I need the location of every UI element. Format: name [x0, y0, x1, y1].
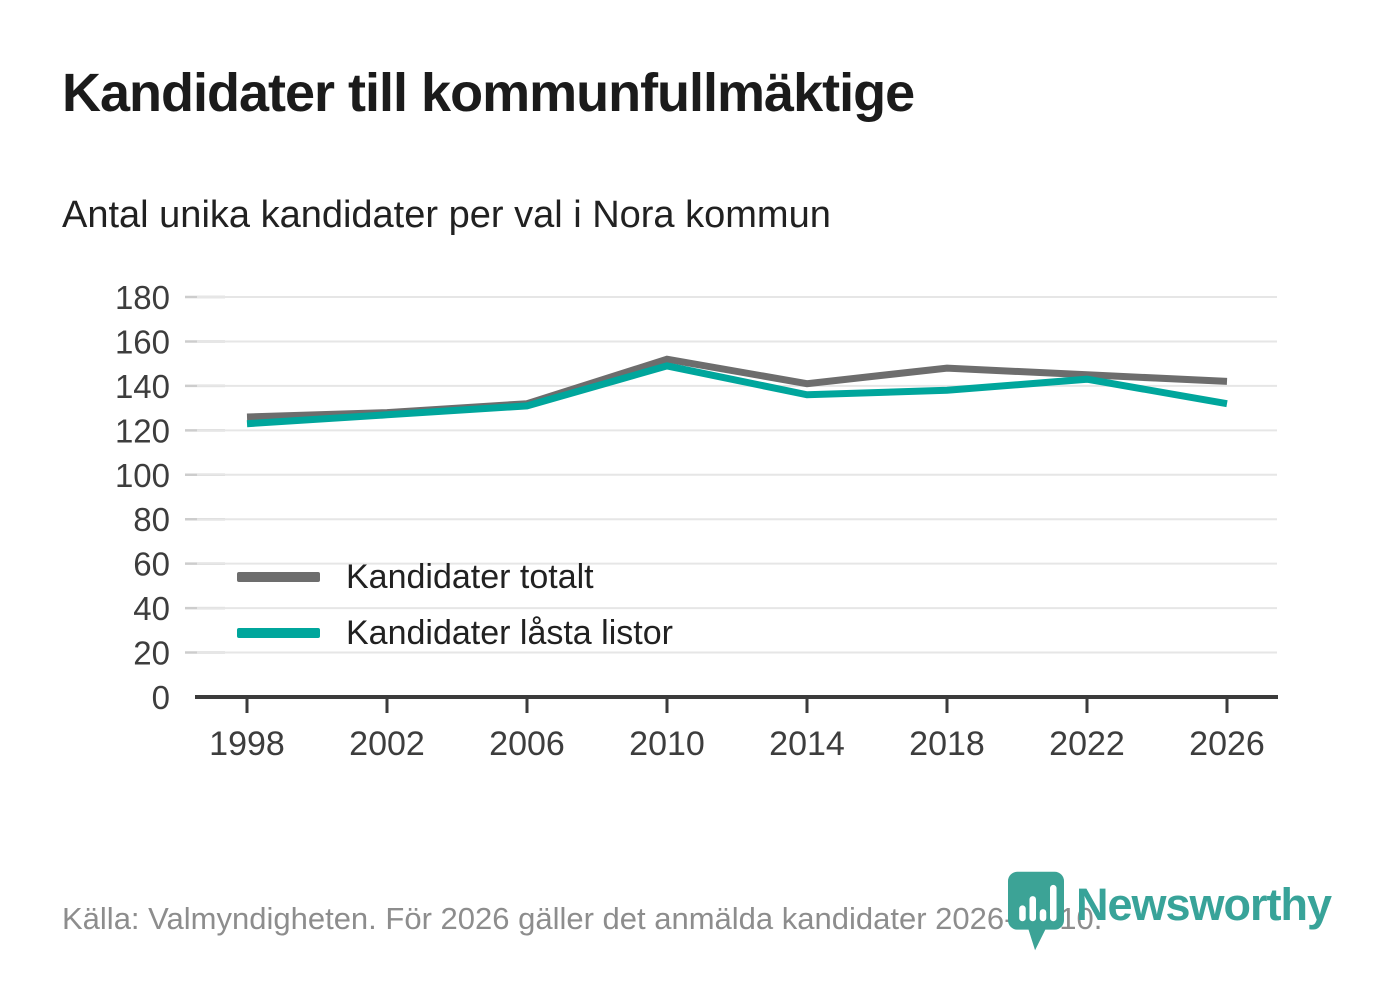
legend-item-kandidater-lasta-listor: Kandidater låsta listor	[237, 605, 673, 661]
legend-label: Kandidater låsta listor	[346, 613, 673, 652]
y-tick-label: 120	[115, 412, 170, 449]
newsworthy-logo: Newsworthy	[1008, 871, 1332, 951]
x-tick-label: 2006	[489, 725, 565, 763]
legend-item-kandidater-totalt: Kandidater totalt	[237, 549, 673, 605]
legend-label: Kandidater totalt	[346, 557, 594, 596]
legend-swatch-teal	[237, 628, 320, 638]
y-tick-label: 0	[152, 679, 170, 716]
source-note: Källa: Valmyndigheten. För 2026 gäller d…	[62, 901, 1103, 936]
x-tick-label: 1998	[209, 725, 285, 763]
chart-title: Kandidater till kommunfullmäktige	[62, 63, 915, 123]
x-tick-label: 2002	[349, 725, 425, 763]
y-tick-label: 40	[133, 590, 170, 627]
y-tick-label: 80	[133, 501, 170, 538]
newsworthy-pin-bar-chart-icon	[1008, 871, 1064, 951]
y-tick-label: 20	[133, 635, 170, 672]
chart-subtitle: Antal unika kandidater per val i Nora ko…	[62, 194, 831, 236]
x-tick-label: 2022	[1049, 725, 1125, 763]
y-tick-label: 180	[115, 279, 170, 316]
x-tick-label: 2010	[629, 725, 705, 763]
logo-wordmark: Newsworthy	[1076, 879, 1332, 930]
y-tick-label: 140	[115, 368, 170, 405]
y-tick-label: 60	[133, 546, 170, 583]
x-tick-label: 2026	[1189, 725, 1265, 763]
chart-legend: Kandidater totalt Kandidater låsta listo…	[237, 549, 673, 661]
series-line-kandidater-totalt	[246, 355, 1228, 421]
y-tick-label: 160	[115, 323, 170, 360]
legend-swatch-gray	[237, 572, 320, 582]
series-line-kandidater-l-sta-listor	[246, 362, 1228, 428]
x-tick-label: 2014	[769, 725, 845, 763]
y-tick-label: 100	[115, 457, 170, 494]
x-tick-label: 2018	[909, 725, 985, 763]
